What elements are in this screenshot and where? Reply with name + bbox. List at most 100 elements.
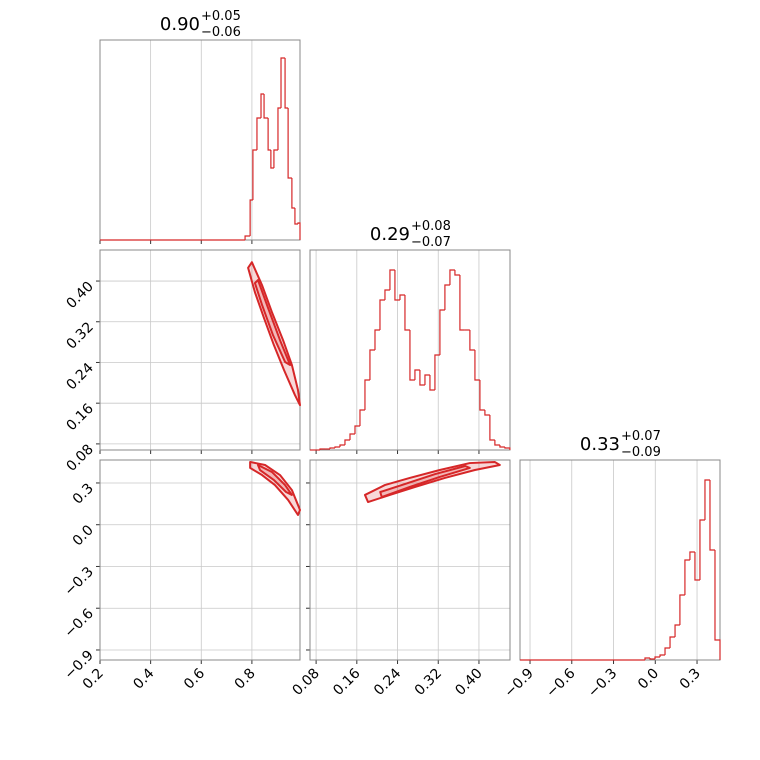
x-tick-label: 0.40: [452, 666, 485, 699]
histogram-step: [404, 295, 410, 331]
x-tick-label: −0.6: [543, 665, 578, 700]
histogram-step: [364, 379, 370, 410]
histogram-step: [379, 299, 385, 330]
histogram-step: [669, 636, 676, 648]
histogram-step: [654, 656, 661, 659]
histogram-step: [694, 552, 700, 581]
y-tick-label: −0.3: [61, 564, 96, 599]
histogram-step: [252, 149, 257, 200]
panel-title: 0.33: [580, 434, 620, 455]
histogram-step: [699, 519, 705, 580]
histogram-step: [474, 350, 480, 381]
histogram-step: [263, 94, 269, 119]
histogram-step: [414, 369, 420, 380]
histogram-step: [444, 284, 450, 310]
x-tick-label: 0.32: [412, 666, 445, 699]
histogram-step: [280, 57, 286, 108]
histogram-step: [267, 118, 271, 151]
histogram-step: [434, 354, 440, 390]
y-tick-label: 0.08: [63, 441, 96, 474]
title-upper-error: +0.07: [621, 429, 661, 444]
histogram-step: [484, 410, 490, 416]
contour: [247, 261, 301, 407]
x-tick-label: 0.0: [635, 666, 662, 693]
contour: [256, 464, 293, 496]
histogram-step: [439, 309, 445, 355]
histogram-step: [287, 108, 292, 179]
panel-title: 0.29: [370, 224, 410, 245]
histogram-step: [659, 654, 666, 657]
histogram-step: [369, 349, 375, 380]
histogram-step: [273, 149, 278, 168]
x-tick-label: 0.24: [371, 665, 404, 698]
x-tick-label: 0.16: [330, 665, 363, 698]
histogram-step: [256, 117, 262, 150]
x-tick-label: 0.08: [290, 666, 323, 699]
y-tick-label: −0.6: [61, 606, 96, 641]
histogram-step: [354, 425, 360, 434]
histogram-step: [297, 222, 301, 240]
histogram-step: [644, 657, 650, 660]
histogram-step: [344, 439, 350, 445]
y-tick-label: 0.3: [70, 480, 97, 507]
histogram-step: [454, 270, 460, 276]
panel-frame: [309, 459, 511, 661]
histogram-step: [714, 550, 721, 660]
histogram-step: [664, 647, 671, 655]
y-tick-label: 0.0: [70, 522, 97, 549]
histogram-step: [319, 448, 326, 450]
title-upper-error: +0.05: [201, 9, 241, 24]
contour: [253, 279, 292, 367]
histogram-step: [244, 235, 251, 240]
x-tick-label: 0.8: [232, 666, 259, 693]
x-tick-label: 0.6: [181, 665, 208, 692]
histogram-step: [349, 433, 355, 440]
title-lower-error: −0.09: [621, 445, 661, 460]
panel-frame: [99, 459, 301, 661]
histogram-step: [499, 445, 505, 448]
x-tick-label: 0.3: [677, 666, 704, 693]
histogram-step: [334, 446, 340, 448]
histogram-step: [249, 199, 253, 236]
histogram-step: [424, 374, 430, 385]
histogram-step: [419, 370, 425, 386]
histogram-step: [260, 93, 265, 118]
histogram-step: [709, 480, 715, 551]
histogram-step: [339, 444, 345, 447]
histogram-step: [674, 624, 680, 637]
histogram-step: [389, 269, 395, 290]
histogram-step: [469, 330, 475, 351]
x-tick-label: −0.9: [501, 666, 536, 701]
histogram-step: [449, 269, 455, 285]
histogram-step: [409, 330, 415, 381]
histogram-step: [494, 440, 500, 446]
histogram-step: [704, 479, 710, 520]
y-tick-label: 0.16: [63, 401, 96, 434]
panel-title: 0.90: [160, 14, 200, 35]
histogram-step: [291, 178, 295, 209]
histogram-step: [359, 409, 365, 426]
histogram-step: [679, 594, 685, 625]
histogram-step: [689, 551, 695, 560]
histogram-step: [384, 289, 390, 300]
y-tick-label: 0.24: [63, 360, 96, 393]
x-tick-label: −0.3: [585, 666, 620, 701]
histogram-step: [684, 559, 690, 595]
histogram-step: [489, 415, 495, 441]
histogram-step: [504, 447, 511, 450]
title-lower-error: −0.06: [201, 25, 241, 40]
title-upper-error: +0.08: [411, 219, 451, 234]
panel-frame: [309, 249, 511, 451]
y-tick-label: 0.40: [63, 279, 96, 312]
histogram-step: [649, 658, 656, 660]
histogram-step: [399, 294, 405, 300]
histogram-step: [284, 58, 289, 109]
histogram-step: [374, 329, 380, 350]
histogram-step: [294, 208, 298, 225]
panel-frame: [99, 39, 301, 241]
contour: [379, 464, 471, 499]
title-lower-error: −0.07: [411, 235, 451, 250]
panel-frame: [99, 249, 301, 451]
